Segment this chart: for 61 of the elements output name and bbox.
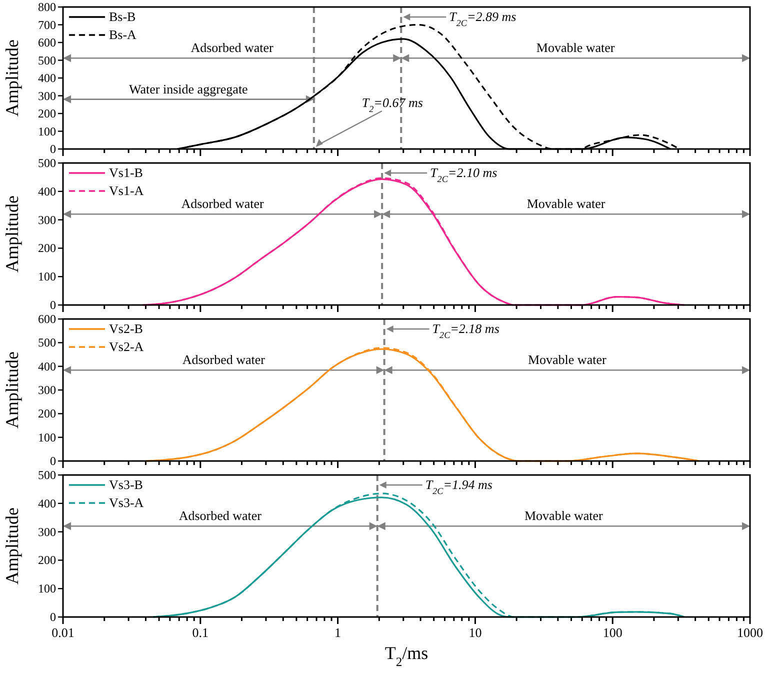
annotation: Movable water [536,40,616,56]
annotation: Adsorbed water [182,352,266,368]
ref-line-label: T$_{2}$=0.67 ms [362,95,423,114]
annotation: Water inside aggregate [129,81,248,96]
ref-line-label: T$_{2C}$=2.10 ms [430,165,498,184]
y-tick-label: 400 [38,71,56,85]
y-tick-label: 200 [38,553,56,568]
y-tick-label: 300 [38,212,56,227]
y-tick-label: 400 [38,496,56,510]
annotation: Adsorbed water [190,40,274,56]
legend-label: Bs-A [109,27,138,42]
y-tick-label: 400 [38,359,56,374]
legend-label: Bs-B [109,9,136,24]
y-tick-label: 0 [50,454,56,468]
y-tick-label: 100 [38,270,56,284]
y-axis-title: Amplitude [2,195,22,272]
y-tick-label: 500 [38,336,56,350]
x-tick-label: 0.01 [52,625,74,640]
annotation: Adsorbed water [178,508,262,524]
legend-label: Vs2-A [109,339,144,354]
y-tick-label: 0 [50,610,56,624]
y-tick-label: 100 [38,124,56,138]
legend-label: Vs1-B [109,165,144,180]
y-axis-title: Amplitude [2,39,22,116]
y-tick-label: 200 [38,241,56,256]
legend-label: Vs1-A [109,183,144,198]
legend-label: Vs3-B [109,477,144,492]
x-tick-label: 10 [468,625,482,640]
x-tick-label: 0.1 [192,625,209,640]
x-tick-label: 100 [602,625,622,640]
annotation: Movable water [526,196,606,212]
ref-line-label: T$_{2C}$=2.89 ms [449,9,516,28]
y-tick-label: 600 [38,36,56,50]
y-tick-label: 800 [38,0,56,14]
y-tick-label: 300 [38,524,56,539]
y-tick-label: 100 [38,430,56,444]
y-tick-label: 600 [38,312,56,326]
y-tick-label: 300 [38,88,56,103]
y-tick-label: 500 [38,53,56,68]
y-tick-label: 500 [38,468,56,482]
y-tick-label: 0 [50,298,56,312]
x-axis-title: T$_{2}$/ms [384,643,428,669]
y-tick-label: 300 [38,383,56,397]
y-tick-label: 200 [38,406,56,421]
legend-label: Vs2-B [109,321,144,336]
ref-line-label: T$_{2C}$=2.18 ms [432,321,500,340]
annotation: Movable water [524,508,604,524]
y-tick-label: 500 [38,156,56,170]
annotation: Adsorbed water [181,196,265,212]
legend-label: Vs3-A [109,495,144,510]
annotation: Movable water [528,352,607,368]
y-tick-label: 200 [38,106,56,120]
x-tick-label: 1000 [737,625,763,640]
y-tick-label: 700 [38,18,56,32]
y-tick-label: 0 [50,142,56,156]
y-tick-label: 100 [38,582,56,596]
y-axis-title: Amplitude [2,351,22,428]
y-axis-title: Amplitude [2,507,22,584]
ref-line-label: T$_{2C}$=1.94 ms [425,477,492,496]
y-tick-label: 400 [38,184,56,198]
x-tick-label: 1 [334,625,342,640]
